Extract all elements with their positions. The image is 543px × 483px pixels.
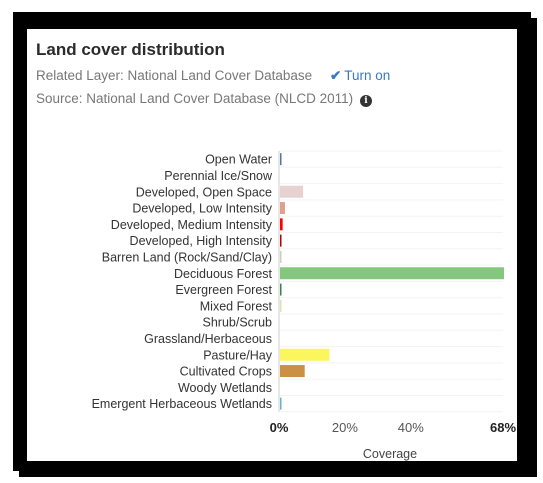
land-cover-card — [27, 29, 517, 461]
category-label: Perennial Ice/Snow — [164, 169, 273, 183]
bar[interactable] — [280, 234, 282, 247]
bar[interactable] — [280, 218, 283, 231]
turn-on-link[interactable]: ✔ Turn on — [330, 68, 390, 83]
category-label: Developed, Medium Intensity — [111, 218, 273, 232]
category-label: Developed, Open Space — [136, 185, 272, 199]
check-icon: ✔ — [329, 68, 342, 83]
category-label: Developed, Low Intensity — [132, 202, 272, 216]
category-label: Cultivated Crops — [180, 365, 272, 379]
turn-on-label: Turn on — [344, 68, 391, 83]
source-text: Source: National Land Cover Database (NL… — [36, 91, 354, 106]
category-label: Grassland/Herbaceous — [144, 332, 272, 346]
x-tick-label: 0% — [270, 420, 289, 435]
category-label: Woody Wetlands — [178, 381, 272, 395]
bar[interactable] — [280, 185, 304, 198]
bar[interactable] — [280, 153, 282, 166]
category-label: Open Water — [205, 153, 272, 167]
category-label: Shrub/Scrub — [203, 316, 273, 330]
x-tick-label: 68% — [490, 420, 516, 435]
category-label: Deciduous Forest — [174, 267, 272, 281]
related-layer-text: Related Layer: National Land Cover Datab… — [36, 68, 313, 83]
category-label: Evergreen Forest — [175, 283, 272, 297]
bar[interactable] — [280, 299, 282, 312]
bar[interactable] — [280, 365, 305, 378]
related-layer-row: Related Layer: National Land Cover Datab… — [36, 68, 390, 84]
category-label: Emergent Herbaceous Wetlands — [92, 397, 272, 411]
category-label: Barren Land (Rock/Sand/Clay) — [102, 250, 272, 264]
x-tick-label: 40% — [398, 420, 424, 435]
category-label: Mixed Forest — [200, 299, 273, 313]
panel-title: Land cover distribution — [36, 40, 225, 59]
bar[interactable] — [280, 250, 282, 263]
info-icon[interactable]: i — [359, 95, 372, 107]
bar[interactable] — [280, 397, 282, 410]
category-label: Pasture/Hay — [203, 348, 273, 362]
bar[interactable] — [280, 283, 282, 296]
source-row: Source: National Land Cover Database (NL… — [36, 91, 372, 107]
bar[interactable] — [280, 267, 504, 280]
bar[interactable] — [280, 202, 285, 215]
category-label: Developed, High Intensity — [130, 234, 273, 248]
x-axis-title: Coverage — [363, 447, 417, 461]
bar[interactable] — [280, 348, 330, 361]
x-tick-label: 20% — [332, 420, 358, 435]
